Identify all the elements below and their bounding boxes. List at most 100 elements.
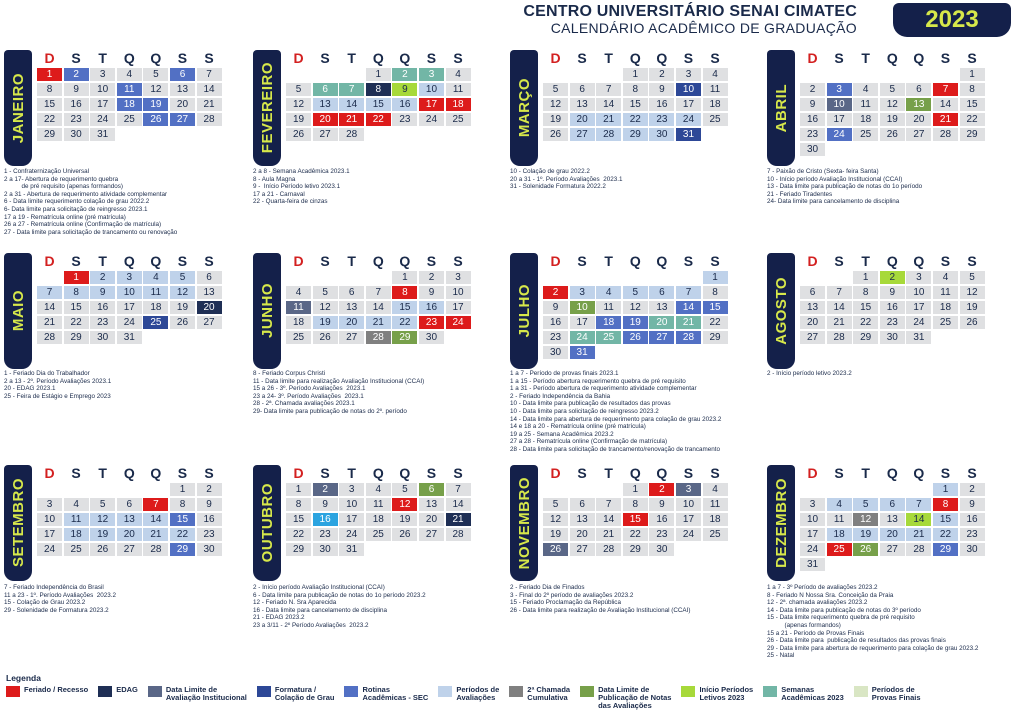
day-cell: 2 xyxy=(543,286,568,299)
day-cell: 24 xyxy=(675,113,701,126)
day-cell: 18 xyxy=(286,316,311,329)
day-cell: 6 xyxy=(418,483,444,496)
day-cell: 17 xyxy=(675,98,701,111)
note-line: 6 - Data limite requerimento colação de … xyxy=(4,198,150,206)
month-notes: 7 - Feriado Independência do Brasil 11 a … xyxy=(4,584,244,614)
day-cell: 18 xyxy=(853,113,879,126)
legend-label: Início Períodos Letivos 2023 xyxy=(699,685,754,702)
weekday-header: S xyxy=(710,465,720,481)
weekday-header: T xyxy=(861,465,870,481)
month-notes: 7 - Paixão de Cristo (Sexta- feira Santa… xyxy=(767,168,1007,206)
day-cell: 20 xyxy=(800,316,825,329)
weekday-header: Q xyxy=(913,465,925,481)
day-cell: 1 xyxy=(959,68,985,81)
day-cell: 11 xyxy=(826,513,852,526)
empty-cell xyxy=(853,558,878,571)
day-cell: 10 xyxy=(445,286,471,299)
note-line: 23 a 24- 3º. Período Avaliações 2023.1 xyxy=(253,392,364,400)
weekday-header: S xyxy=(577,465,587,481)
day-cell: 18 xyxy=(445,98,471,111)
day-cell: 1 xyxy=(622,483,648,496)
weekday-header: D xyxy=(550,465,561,481)
empty-cell xyxy=(827,558,852,571)
day-cell: 12 xyxy=(959,286,985,299)
day-cell: 29 xyxy=(853,331,879,344)
legend-title: Legenda xyxy=(6,673,41,683)
month-name: SETEMBRO xyxy=(9,478,27,568)
day-cell: 25 xyxy=(932,316,958,329)
weekday-header: S xyxy=(834,465,844,481)
empty-cell xyxy=(960,558,985,571)
note-line: 24- Data limite para cancelamento de dis… xyxy=(767,198,900,206)
legend-swatch xyxy=(580,686,595,697)
day-cell: 12 xyxy=(169,286,195,299)
empty-cell xyxy=(570,68,595,81)
day-cell: 26 xyxy=(879,128,905,141)
month-grid: D S T Q Q S S 1 2 3 4 5 6 7 8 9 10 11 12 13 14 15 16 17 18 19 20 21… xyxy=(543,50,728,141)
day-cell: 3 xyxy=(800,498,825,511)
day-cell: 6 xyxy=(569,83,595,96)
day-cell: 17 xyxy=(90,98,116,111)
empty-cell xyxy=(419,128,444,141)
day-cell: 26 xyxy=(959,316,985,329)
day-cell: 26 xyxy=(90,543,116,556)
note-line: 11 - Data limite para realização Avaliaç… xyxy=(253,377,425,385)
day-cell: 5 xyxy=(543,83,568,96)
empty-cell xyxy=(596,271,621,284)
note-line: 15 - Data limite requerimento quebra de … xyxy=(767,614,915,622)
note-line: 7 - Feriado Independência do Brasil xyxy=(4,584,104,591)
day-cell: 5 xyxy=(90,498,116,511)
day-cell: 28 xyxy=(826,331,852,344)
note-line: 23 a 3/11 - 2º Período Avaliações 2023.2 xyxy=(253,621,369,629)
weekday-header: S xyxy=(577,253,587,269)
day-cell: 20 xyxy=(116,528,142,541)
note-line: 2 - Feriado Dia de Finados xyxy=(510,584,585,591)
weekday-header: S xyxy=(967,465,977,481)
weekday-header: S xyxy=(426,465,437,481)
note-line: 19 a 25 - Semana Acadêmica 2023.2 xyxy=(510,430,614,438)
weekday-header: T xyxy=(347,253,356,269)
legend-label: Semanas Acadêmicas 2023 xyxy=(781,685,844,702)
day-cell: 25 xyxy=(286,331,311,344)
day-cell: 4 xyxy=(702,68,728,81)
day-cell: 28 xyxy=(196,113,222,126)
day-cell: 14 xyxy=(826,301,852,314)
month-notes: 1 a 7 - Período de provas finais 2023.1 1… xyxy=(510,370,750,454)
day-cell: 19 xyxy=(312,316,338,329)
day-cell: 5 xyxy=(312,286,338,299)
day-cell: 25 xyxy=(63,543,89,556)
note-line: 6 - Data limite para publicação de notas… xyxy=(253,591,426,599)
weekday-header: S xyxy=(320,465,330,481)
note-line: 15 a 26 - 3º. Período Avaliações 2023.1 xyxy=(253,385,366,393)
day-cell: 4 xyxy=(702,483,728,496)
day-cell: 19 xyxy=(392,513,418,526)
day-cell: 17 xyxy=(800,528,825,541)
legend-swatch xyxy=(6,686,20,697)
day-cell: 23 xyxy=(879,316,905,329)
day-cell: 3 xyxy=(116,271,142,284)
weekday-header: S xyxy=(453,50,463,66)
day-cell: 7 xyxy=(143,498,169,511)
note-line: 2 - Início período Avaliação Institucion… xyxy=(253,584,385,591)
day-cell: 28 xyxy=(596,128,622,141)
day-cell: 7 xyxy=(365,286,391,299)
empty-cell xyxy=(853,68,878,81)
day-cell: 6 xyxy=(116,498,142,511)
note-line: 31 - Solenidade Formatura 2022.2 xyxy=(510,183,606,191)
empty-cell xyxy=(446,128,471,141)
day-cell: 21 xyxy=(365,316,391,329)
day-cell: 12 xyxy=(392,498,418,511)
day-cell: 27 xyxy=(569,128,595,141)
day-cell: 14 xyxy=(932,98,958,111)
note-line: 1 a 31 - Período abertura de requeriment… xyxy=(510,385,697,393)
weekday-header: S xyxy=(204,50,214,66)
day-cell: 27 xyxy=(339,331,365,344)
day-cell: 13 xyxy=(569,513,595,526)
day-cell: 5 xyxy=(622,286,648,299)
empty-cell xyxy=(543,483,568,496)
empty-cell xyxy=(170,128,195,141)
legend-swatch xyxy=(344,686,359,697)
day-cell: 19 xyxy=(90,528,116,541)
day-cell: 18 xyxy=(702,513,728,526)
day-cell: 19 xyxy=(959,301,985,314)
